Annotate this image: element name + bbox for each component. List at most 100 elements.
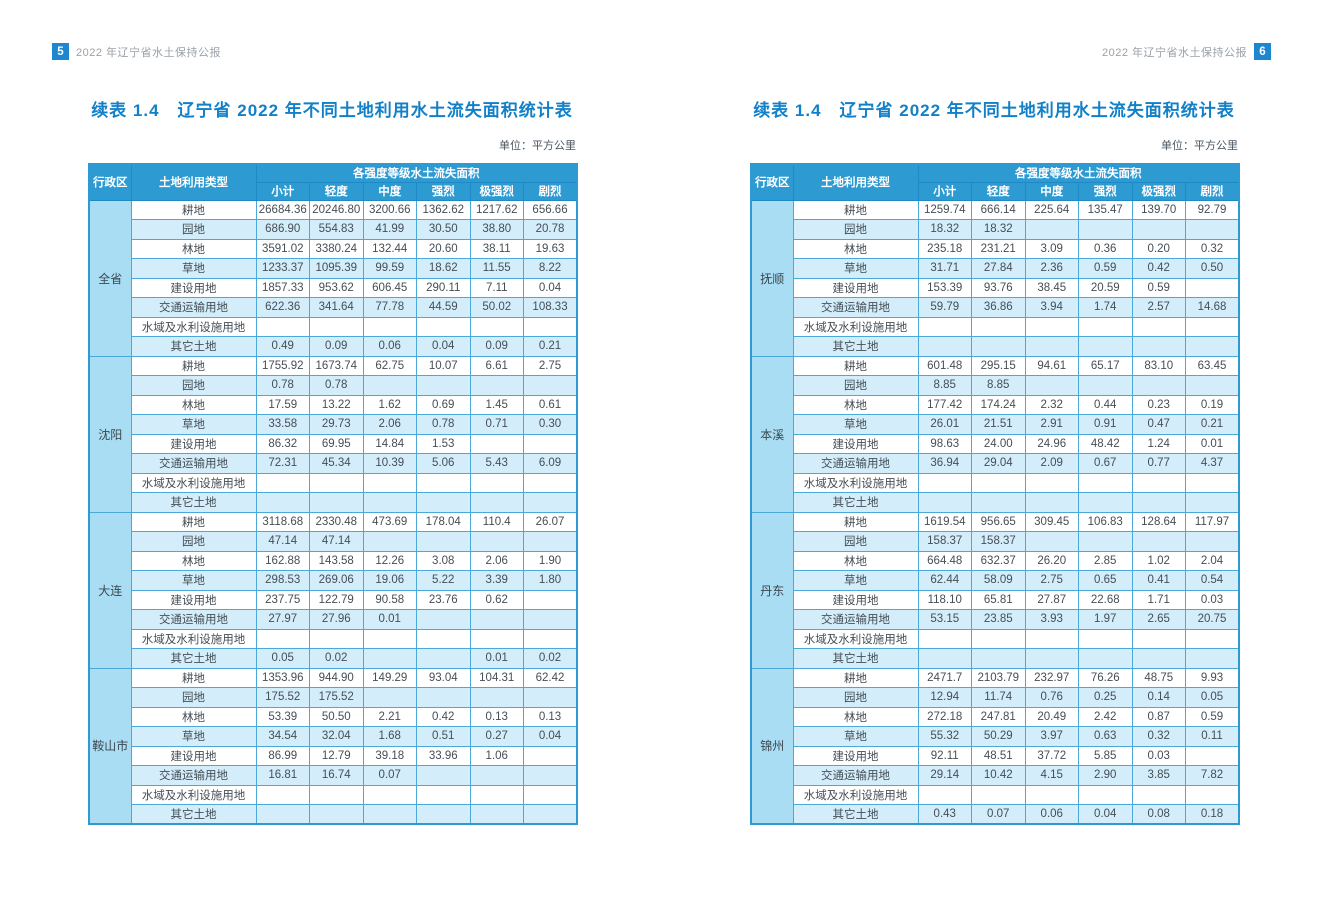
- value-cell: 0.13: [523, 706, 578, 727]
- table-row: 抚顺 耕地 1259.74 666.14 225.64 135.47 139.70 92.79: [750, 199, 1240, 357]
- land-type-cell: 建设用地: [130, 745, 257, 766]
- value-cell: 175.52: [309, 687, 364, 708]
- land-type-cell: 建设用地: [792, 277, 919, 298]
- table-row: 草地 55.32 50.29 3.97 0.63 0.32 0.11: [751, 726, 1240, 747]
- col-header-region: 行政区: [88, 163, 132, 201]
- value-cell: [362, 804, 417, 825]
- value-cell: 55.32: [917, 726, 972, 747]
- value-cell: 19.06: [362, 570, 417, 591]
- table-row: 草地 26.01 21.51 2.91 0.91 0.47 0.21: [751, 414, 1240, 435]
- value-cell: 0.77: [1131, 453, 1186, 474]
- value-cell: 1673.74: [309, 355, 364, 376]
- value-cell: 554.83: [309, 219, 364, 240]
- value-cell: 232.97: [1024, 667, 1079, 688]
- table-row: 水域及水利设施用地: [751, 784, 1240, 805]
- col-header-span: 各强度等级水土流失面积: [255, 163, 578, 183]
- value-cell: 20246.80: [309, 199, 364, 220]
- value-cell: [1024, 316, 1079, 337]
- value-cell: [1185, 219, 1240, 240]
- value-cell: 3200.66: [362, 199, 417, 220]
- value-cell: 13.22: [309, 394, 364, 415]
- land-type-cell: 林地: [792, 394, 919, 415]
- value-cell: [917, 648, 972, 669]
- table-row: 林地 272.18 247.81 20.49 2.42 0.87 0.59: [751, 706, 1240, 727]
- value-cell: [255, 804, 310, 825]
- value-cell: 3.94: [1024, 297, 1079, 318]
- land-type-cell: 耕地: [130, 511, 257, 532]
- col-header-moderate: 中度: [362, 181, 417, 201]
- value-cell: [1078, 628, 1133, 649]
- table-row: 水域及水利设施用地: [89, 628, 578, 649]
- land-type-cell: 水域及水利设施用地: [792, 628, 919, 649]
- land-type-cell: 园地: [792, 375, 919, 396]
- value-cell: 0.14: [1131, 687, 1186, 708]
- value-cell: [523, 609, 578, 630]
- page-number-badge: 6: [1254, 43, 1271, 60]
- value-cell: [309, 492, 364, 513]
- value-cell: 473.69: [362, 511, 417, 532]
- value-cell: 139.70: [1131, 199, 1186, 220]
- land-type-cell: 其它土地: [792, 492, 919, 513]
- table-row: 水域及水利设施用地: [751, 316, 1240, 337]
- value-cell: 0.02: [309, 648, 364, 669]
- land-type-cell: 林地: [130, 394, 257, 415]
- value-cell: [917, 628, 972, 649]
- value-cell: 231.21: [971, 238, 1026, 259]
- land-type-cell: 林地: [130, 550, 257, 571]
- table-row: 交通运输用地 29.14 10.42 4.15 2.90 3.85 7.82: [751, 765, 1240, 786]
- value-cell: 9.93: [1185, 667, 1240, 688]
- value-cell: [416, 687, 471, 708]
- value-cell: [523, 687, 578, 708]
- value-cell: [416, 609, 471, 630]
- value-cell: [1131, 219, 1186, 240]
- land-type-cell: 耕地: [792, 667, 919, 688]
- table-row: 草地 34.54 32.04 1.68 0.51 0.27 0.04: [89, 726, 578, 747]
- value-cell: 69.95: [309, 433, 364, 454]
- region-group: 丹东 耕地 1619.54 956.65 309.45 106.83 128.64 117.9…: [750, 511, 1240, 669]
- land-type-cell: 其它土地: [130, 804, 257, 825]
- value-cell: 295.15: [971, 355, 1026, 376]
- region-cell: 沈阳: [88, 355, 132, 513]
- unit-label: 单位：平方公里: [1161, 140, 1238, 152]
- value-cell: 3.09: [1024, 238, 1079, 259]
- table-row: 交通运输用地 16.81 16.74 0.07: [89, 765, 578, 786]
- value-cell: 0.62: [469, 589, 524, 610]
- value-cell: 128.64: [1131, 511, 1186, 532]
- value-cell: 0.44: [1078, 394, 1133, 415]
- running-header-title: 2022 年辽宁省水土保持公报: [1101, 46, 1247, 59]
- value-cell: 77.78: [362, 297, 417, 318]
- value-cell: 86.99: [255, 745, 310, 766]
- value-cell: [1078, 375, 1133, 396]
- land-type-cell: 园地: [792, 687, 919, 708]
- value-cell: 12.79: [309, 745, 364, 766]
- value-cell: [469, 687, 524, 708]
- value-cell: 47.14: [255, 531, 310, 552]
- table-title: 续表 1.4 辽宁省 2022 年不同土地利用水土流失面积统计表: [91, 101, 573, 120]
- value-cell: 122.79: [309, 589, 364, 610]
- value-cell: [1024, 648, 1079, 669]
- value-cell: 2.91: [1024, 414, 1079, 435]
- value-cell: [469, 492, 524, 513]
- land-type-cell: 草地: [130, 414, 257, 435]
- value-cell: 1095.39: [309, 258, 364, 279]
- land-type-cell: 建设用地: [130, 589, 257, 610]
- table-row: 草地 1233.37 1095.39 99.59 18.62 11.55 8.22: [89, 258, 578, 279]
- table-row: 林地 664.48 632.37 26.20 2.85 1.02 2.04: [751, 550, 1240, 571]
- value-cell: [255, 316, 310, 337]
- value-cell: 62.44: [917, 570, 972, 591]
- value-cell: [416, 375, 471, 396]
- value-cell: 17.59: [255, 394, 310, 415]
- value-cell: 309.45: [1024, 511, 1079, 532]
- value-cell: 2.32: [1024, 394, 1079, 415]
- region-group: 抚顺 耕地 1259.74 666.14 225.64 135.47 139.70 92.79…: [750, 199, 1240, 357]
- col-header-intense: 强烈: [1078, 181, 1133, 201]
- region-cell: 大连: [88, 511, 132, 669]
- value-cell: 656.66: [523, 199, 578, 220]
- value-cell: 1.97: [1078, 609, 1133, 630]
- value-cell: 92.79: [1185, 199, 1240, 220]
- value-cell: 53.15: [917, 609, 972, 630]
- value-cell: [971, 316, 1026, 337]
- value-cell: [362, 316, 417, 337]
- value-cell: 106.83: [1078, 511, 1133, 532]
- value-cell: 177.42: [917, 394, 972, 415]
